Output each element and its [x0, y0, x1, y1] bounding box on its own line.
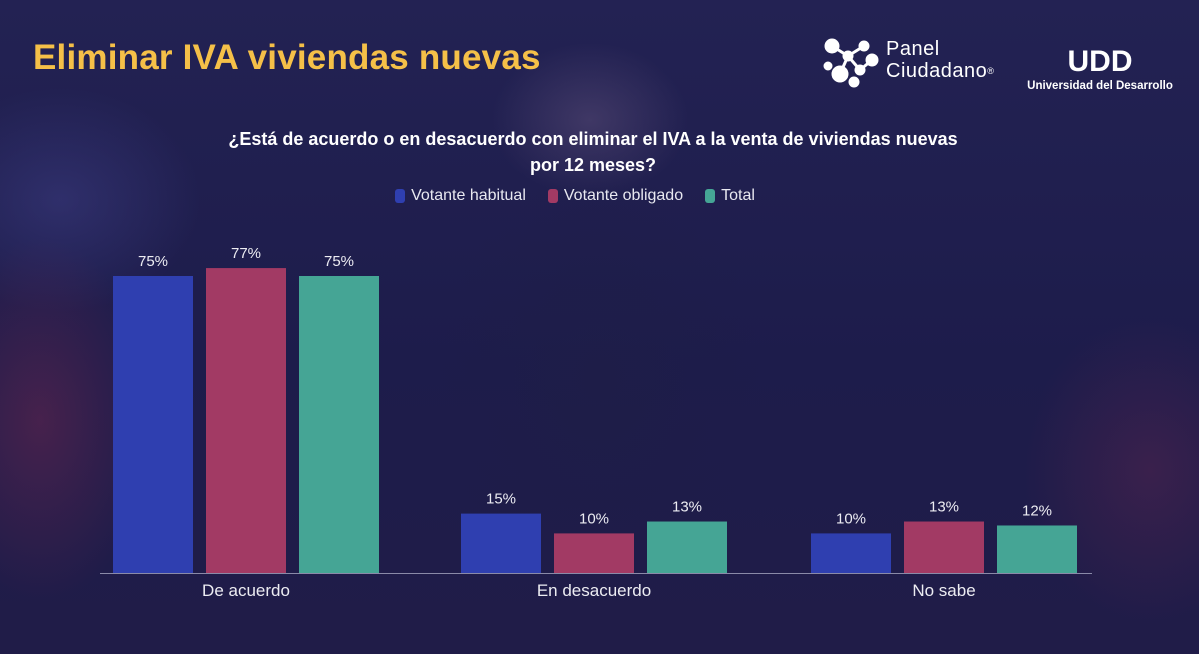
bar-de-acuerdo-total	[299, 276, 379, 573]
legend-swatch-obligado	[547, 189, 558, 203]
page-title: Eliminar IVA viviendas nuevas	[33, 38, 541, 77]
udd-mark-text: UDD	[1068, 45, 1133, 76]
bar-en-desacuerdo-total	[647, 521, 727, 573]
legend-item-votante-obligado: Votante obligado	[547, 187, 684, 205]
data-label-no-sabe-votante-obligado: 13%	[929, 499, 959, 516]
chart-title-line-2: por 12 meses?	[529, 155, 657, 175]
data-label-no-sabe-votante-habitual: 10%	[836, 510, 866, 527]
bar-no-sabe-votante-obligado	[904, 521, 984, 573]
udd-caption: Universidad del Desarrollo	[1027, 80, 1173, 92]
legend-label-obligado: Votante obligado	[563, 187, 684, 204]
udd-logo: UDD Universidad del Desarrollo	[1025, 40, 1175, 92]
data-label-de-acuerdo-votante-habitual: 75%	[138, 253, 168, 270]
bar-de-acuerdo-votante-obligado	[206, 268, 286, 573]
chart-title: ¿Está de acuerdo o en desacuerdo con eli…	[150, 126, 1036, 178]
logo-ciudadano-word: Ciudadano	[886, 60, 988, 82]
logo-panel-word: Panel	[886, 38, 940, 60]
udd-mark-icon: UDD	[1068, 45, 1133, 76]
legend-label-total: Total	[721, 187, 755, 204]
legend-swatch-total	[705, 189, 716, 203]
x-tick-label-de-acuerdo: De acuerdo	[202, 581, 290, 600]
legend-swatch-habitual	[395, 189, 406, 203]
logo-registered-mark: ®	[987, 66, 995, 76]
data-label-en-desacuerdo-votante-habitual: 15%	[486, 491, 516, 508]
data-label-en-desacuerdo-total: 13%	[672, 499, 702, 516]
data-label-en-desacuerdo-votante-obligado: 10%	[579, 510, 609, 527]
bar-en-desacuerdo-votante-obligado	[554, 533, 634, 573]
chart-title-line-1: ¿Está de acuerdo o en desacuerdo con eli…	[228, 129, 958, 149]
bar-en-desacuerdo-votante-habitual	[461, 513, 541, 573]
panel-ciudadano-dots-icon	[823, 38, 879, 88]
legend-label-habitual: Votante habitual	[411, 187, 526, 204]
bar-de-acuerdo-votante-habitual	[113, 276, 193, 573]
bar-no-sabe-total	[997, 525, 1077, 573]
chart-legend: Votante habitual Votante obligado Total	[0, 187, 1150, 205]
data-label-de-acuerdo-total: 75%	[324, 253, 354, 270]
bar-no-sabe-votante-habitual	[811, 533, 891, 573]
legend-item-votante-habitual: Votante habitual	[395, 187, 526, 205]
data-label-de-acuerdo-votante-obligado: 77%	[231, 245, 261, 262]
x-tick-label-no-sabe: No sabe	[912, 581, 975, 600]
legend-item-total: Total	[705, 187, 755, 205]
panel-ciudadano-logo: Panel Ciudadano®	[820, 36, 1020, 88]
data-label-no-sabe-total: 12%	[1022, 502, 1052, 519]
x-tick-label-en-desacuerdo: En desacuerdo	[537, 581, 651, 600]
